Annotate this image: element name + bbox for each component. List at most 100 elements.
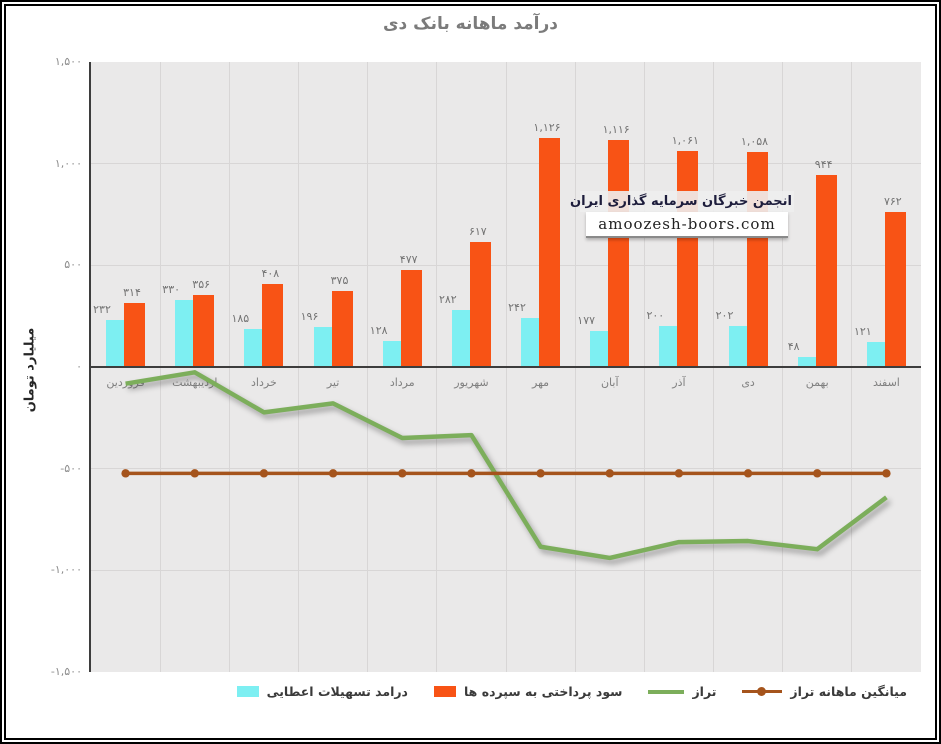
interest-value-label: ۷۶۲: [883, 195, 902, 209]
interest-value-label: ۱,۱۲۶: [533, 121, 561, 135]
interest-value-label: ۱,۰۶۱: [671, 134, 699, 148]
interest-value-label: ۳۷۵: [330, 273, 349, 287]
x-axis-label: بهمن: [805, 376, 829, 389]
y-axis-tick: ۱,۵۰۰: [54, 55, 82, 68]
legend-label: تراز: [692, 684, 717, 699]
income-bar: [451, 309, 470, 367]
income-bar: [313, 327, 332, 367]
average-marker: [190, 469, 199, 478]
y-axis-tick: -۱,۵۰۰: [50, 665, 82, 678]
average-marker: [121, 469, 130, 478]
x-axis-label: اسفند: [872, 376, 900, 389]
income-value-label: ۲۰۰: [646, 309, 665, 323]
legend-marker-dot: [757, 687, 767, 696]
interest-bar: [746, 151, 768, 367]
x-axis-label: خرداد: [251, 376, 277, 389]
interest-bar: [124, 303, 145, 367]
y-axis-tick: ۰: [76, 360, 82, 373]
income-value-label: ۳۳۰: [162, 282, 181, 296]
legend-line-swatch: [648, 689, 685, 694]
income-value-label: ۱۲۱: [853, 325, 872, 339]
interest-bar: [331, 290, 353, 367]
income-bar: [866, 342, 885, 367]
legend-item: تراز: [648, 684, 716, 699]
legend-item: میانگین ماهانه تراز: [742, 684, 907, 699]
interest-value-label: ۶۱۷: [468, 224, 487, 238]
interest-bar: [539, 138, 560, 367]
zero-axis-line: [89, 366, 921, 368]
legend-item: درامد تسهیلات اعطایی: [236, 684, 408, 699]
watermark: انجمن خبرگان سرمایه گذاری ایران amoozesh…: [570, 191, 794, 238]
income-value-label: ۲۰۲: [715, 308, 734, 322]
watermark-association-name: انجمن خبرگان سرمایه گذاری ایران: [570, 191, 794, 212]
income-value-label: ۲۳۲: [93, 302, 111, 316]
legend-label: درامد تسهیلات اعطایی: [266, 684, 408, 699]
interest-value-label: ۳۱۴: [123, 286, 141, 300]
y-axis-tick: ۵۰۰: [64, 258, 82, 272]
average-marker: [813, 469, 822, 478]
income-bar: [590, 331, 609, 367]
y-axis-tick: -۱,۰۰۰: [50, 563, 82, 577]
legend-swatch: [433, 686, 456, 697]
interest-bar: [262, 284, 284, 367]
interest-bar: [469, 241, 491, 367]
interest-value-label: ۴۰۸: [261, 267, 280, 281]
average-marker: [398, 469, 407, 478]
interest-bar: [815, 175, 837, 367]
interest-value-label: ۱,۰۵۸: [740, 134, 769, 148]
income-value-label: ۱۲۸: [369, 323, 388, 337]
interest-value-label: ۳۵۶: [192, 277, 211, 291]
income-bar: [728, 325, 747, 367]
x-axis-label: فروردین: [106, 376, 145, 389]
interest-bar: [608, 140, 630, 367]
average-marker: [467, 469, 476, 478]
interest-value-label: ۱,۱۱۶: [602, 123, 630, 137]
x-axis-label: مهر: [532, 376, 550, 389]
income-bar: [659, 326, 678, 367]
interest-value-label: ۴۷۷: [399, 253, 418, 266]
income-value-label: ۲۸۲: [438, 292, 457, 306]
average-marker: [328, 469, 338, 478]
income-bar: [175, 299, 194, 367]
income-bar: [106, 319, 124, 367]
interest-bar: [193, 294, 215, 367]
legend-line-marker-swatch: [742, 686, 783, 697]
x-axis-label: شهریور: [454, 376, 489, 389]
legend-label: سود پرداختی به سپرده ها: [463, 684, 623, 699]
interest-bar: [677, 151, 699, 367]
average-marker: [605, 469, 614, 478]
legend-label: میانگین ماهانه تراز: [790, 684, 907, 699]
watermark-website: amoozesh-boors.com: [586, 212, 788, 238]
interest-value-label: ۹۴۴: [814, 158, 833, 172]
legend: درامد تسهیلات اعطایی سود پرداختی به سپرده…: [236, 684, 907, 699]
income-value-label: ۲۴۲: [508, 300, 526, 314]
y-axis-tick: ۱,۰۰۰: [54, 156, 82, 170]
legend-swatch: [236, 686, 259, 697]
y-axis-tick: -۵۰۰: [60, 461, 82, 475]
income-bar: [244, 329, 263, 367]
x-axis-label: تیر: [326, 376, 340, 389]
x-axis-label: آذر: [672, 376, 686, 389]
average-marker: [536, 469, 545, 478]
income-bar: [382, 340, 401, 367]
income-value-label: ۴۸: [787, 340, 800, 354]
income-value-label: ۱۸۵: [231, 312, 250, 326]
plot-area: ۲۳۲ ۳۱۴ فروردین ۳۳۰ ۳۵۶ اردیبهشت ۱۸۵ ۴۰۸ خرداد ۱۹…: [89, 62, 921, 672]
chart-title: درآمد ماهانه بانک دی: [382, 14, 559, 34]
interest-bar: [400, 270, 422, 367]
x-axis-label: اردیبهشت: [172, 376, 218, 389]
average-marker: [882, 469, 891, 478]
average-marker: [674, 469, 684, 478]
average-marker: [259, 469, 269, 478]
interest-bar: [884, 212, 906, 367]
income-bar: [521, 317, 539, 367]
x-axis-label: آبان: [600, 376, 619, 389]
legend-item: سود پرداختی به سپرده ها: [433, 684, 623, 699]
average-marker: [743, 469, 753, 478]
income-value-label: ۱۹۶: [300, 310, 319, 324]
x-axis-label: مرداد: [389, 376, 415, 389]
income-value-label: ۱۷۷: [577, 314, 596, 327]
income-bar: [797, 357, 816, 367]
x-axis-label: دی: [741, 376, 755, 389]
